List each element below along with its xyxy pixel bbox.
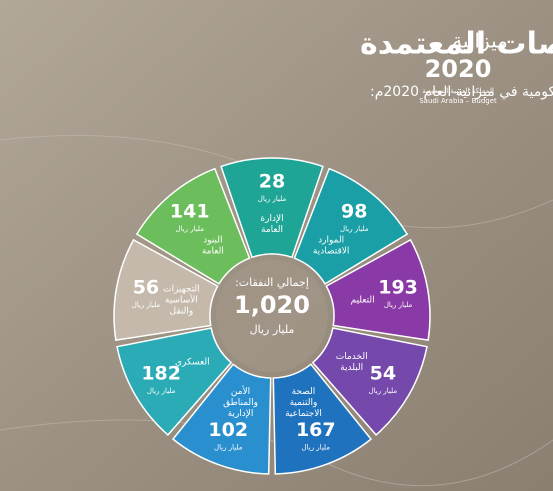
- segment-label: العامة: [261, 225, 283, 235]
- segment-value: 193: [378, 276, 418, 298]
- logo-country: المملكة العربية السعودية: [422, 87, 494, 95]
- logo-word: ميزانية: [452, 29, 508, 53]
- center-total: 1,020: [234, 291, 310, 319]
- segment-label: الأمن: [231, 385, 250, 397]
- center-label: إجمالي النفقات:: [235, 276, 309, 289]
- title: المخصصات المعتمدة: [360, 27, 553, 62]
- segment-unit: مليار ريال: [132, 301, 161, 309]
- segment-value: 102: [208, 419, 248, 441]
- segment-label: الصحة: [292, 387, 316, 397]
- segment-unit: مليار ريال: [369, 387, 398, 395]
- segment-unit: مليار ريال: [214, 443, 243, 451]
- segment-value: 182: [141, 363, 181, 385]
- segment-label: الموارد: [318, 236, 344, 246]
- segment-label: التعليم: [351, 296, 375, 306]
- segment: [325, 238, 431, 342]
- segment-unit: مليار ريال: [302, 443, 331, 451]
- segment-label: العامة: [202, 247, 224, 257]
- segment-label: والمناطق: [223, 398, 258, 408]
- center-unit: مليار ريال: [250, 323, 295, 336]
- segment: [113, 238, 219, 342]
- segment-unit: مليار ريال: [340, 225, 369, 233]
- segment: [135, 167, 251, 285]
- segment-label: البنود: [203, 236, 222, 246]
- segment: [116, 327, 233, 436]
- segment-unit: مليار ريال: [175, 225, 204, 233]
- segment: [272, 363, 373, 475]
- segment-label: والنقل: [170, 307, 194, 317]
- segment: [311, 327, 428, 436]
- segment: [220, 157, 324, 259]
- segment-label: الإدارية: [228, 409, 254, 419]
- segment-label: الاقتصادية: [313, 247, 350, 257]
- logo-year: 2020: [425, 55, 492, 83]
- segment-label: العسكري: [175, 358, 210, 368]
- segment-unit: مليار ريال: [147, 387, 176, 395]
- segment-label: الخدمات: [336, 352, 368, 362]
- segment-value: 167: [296, 419, 336, 441]
- segment-value: 28: [259, 171, 285, 193]
- segment-value: 56: [133, 276, 159, 298]
- segment-value: 141: [170, 200, 210, 222]
- segment-unit: مليار ريال: [384, 301, 413, 309]
- segment: [171, 363, 272, 475]
- subtitle: لمختلف القطاعات الحكومية في ميزانية العا…: [370, 84, 553, 100]
- segment-value: 54: [370, 363, 396, 385]
- logo-english: Saudi Arabia – Budget: [419, 97, 497, 105]
- segment-label: الاجتماعية: [285, 409, 322, 419]
- segment-label: التجهيزات: [163, 285, 200, 295]
- segment-label: والتنمية: [290, 398, 318, 408]
- segment-value: 98: [341, 200, 367, 222]
- segment-unit: مليار ريال: [258, 195, 287, 203]
- segment-label: البلدية: [340, 363, 363, 373]
- center-disc: [216, 260, 328, 372]
- segment-label: الأساسية: [165, 294, 198, 306]
- segment-label: الإدارة: [260, 214, 283, 224]
- segment: [293, 167, 409, 285]
